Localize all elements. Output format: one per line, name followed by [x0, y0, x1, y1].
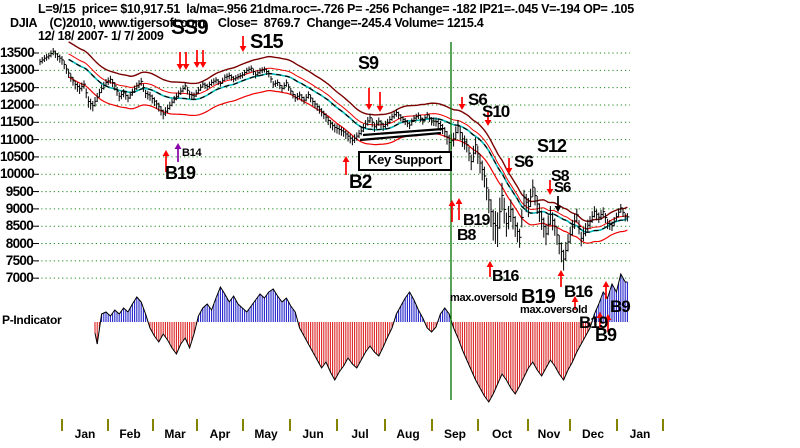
header-symbol-line: DJIA (C)2010, www.tigersoft.com Close= 8… — [10, 16, 484, 30]
y-axis-tick-label: 13500 — [0, 45, 35, 60]
signal-label: max.oversold — [520, 304, 588, 316]
y-axis-tick-label: 10500 — [0, 148, 35, 164]
signal-label: B19 — [521, 286, 556, 308]
signal-label: B14 — [182, 147, 202, 159]
y-axis-tick-label: 9500 — [5, 183, 34, 199]
signal-label: B19 — [579, 313, 608, 332]
month-label: Aug — [396, 427, 420, 441]
y-axis-tick-label: 8000 — [5, 235, 34, 251]
signal-label: B8 — [457, 227, 476, 244]
signal-label: max.oversold — [450, 292, 518, 304]
signal-label: B19 — [463, 212, 490, 229]
month-label: Jul — [351, 427, 369, 441]
key-support-callout: Key Support — [358, 151, 452, 171]
month-label: Jan — [629, 427, 651, 441]
header-stats-line: L=9/15 price= $10,917.51 la/ma=.956 21dm… — [38, 2, 634, 16]
month-label: Feb — [119, 427, 141, 441]
signal-label: S6 — [554, 179, 571, 196]
y-axis-tick-label: 11500 — [0, 114, 34, 130]
month-label: Dec — [581, 427, 604, 441]
y-axis-tick-label: 12500 — [0, 79, 35, 95]
y-axis-tick-label: 13000 — [0, 62, 35, 78]
signal-label: S9 — [358, 53, 379, 73]
signal-label: SS9 — [171, 16, 209, 39]
signal-label: B2 — [349, 172, 372, 193]
signal-label: B19 — [165, 163, 196, 183]
month-label: Apr — [209, 427, 231, 441]
month-label: Jan — [74, 427, 96, 441]
header-date-range: 12/ 18/ 2007- 1/ 7/ 2009 — [38, 29, 164, 43]
signal-label: S15 — [250, 31, 284, 53]
month-label: Mar — [164, 427, 186, 441]
month-label: Oct — [491, 427, 512, 441]
signal-label: S6 — [468, 90, 488, 109]
signal-label: S8 — [551, 168, 570, 185]
p-indicator-label: P-Indicator — [2, 313, 62, 327]
signal-label: B9 — [595, 325, 617, 345]
month-label: Nov — [537, 427, 561, 441]
y-axis-tick-label: 10000 — [0, 166, 35, 182]
y-axis-tick-label: 9000 — [5, 200, 34, 216]
signal-label: B9 — [610, 297, 631, 316]
y-axis-tick-label: 7000 — [5, 270, 34, 286]
y-axis-tick-label: 7500 — [5, 252, 34, 268]
signal-label: B16 — [492, 268, 519, 285]
month-label: Jun — [302, 427, 324, 441]
month-label: Sep — [443, 427, 466, 441]
signal-label: S6 — [514, 152, 534, 171]
month-label: May — [254, 427, 278, 441]
y-axis-tick-label: 12000 — [0, 96, 35, 112]
signal-label: B16 — [564, 282, 593, 301]
y-axis-tick-label: 11000 — [0, 131, 34, 147]
signal-label: S12 — [537, 136, 567, 156]
signal-label: S10 — [482, 102, 510, 121]
y-axis-tick-label: 8500 — [5, 218, 34, 234]
